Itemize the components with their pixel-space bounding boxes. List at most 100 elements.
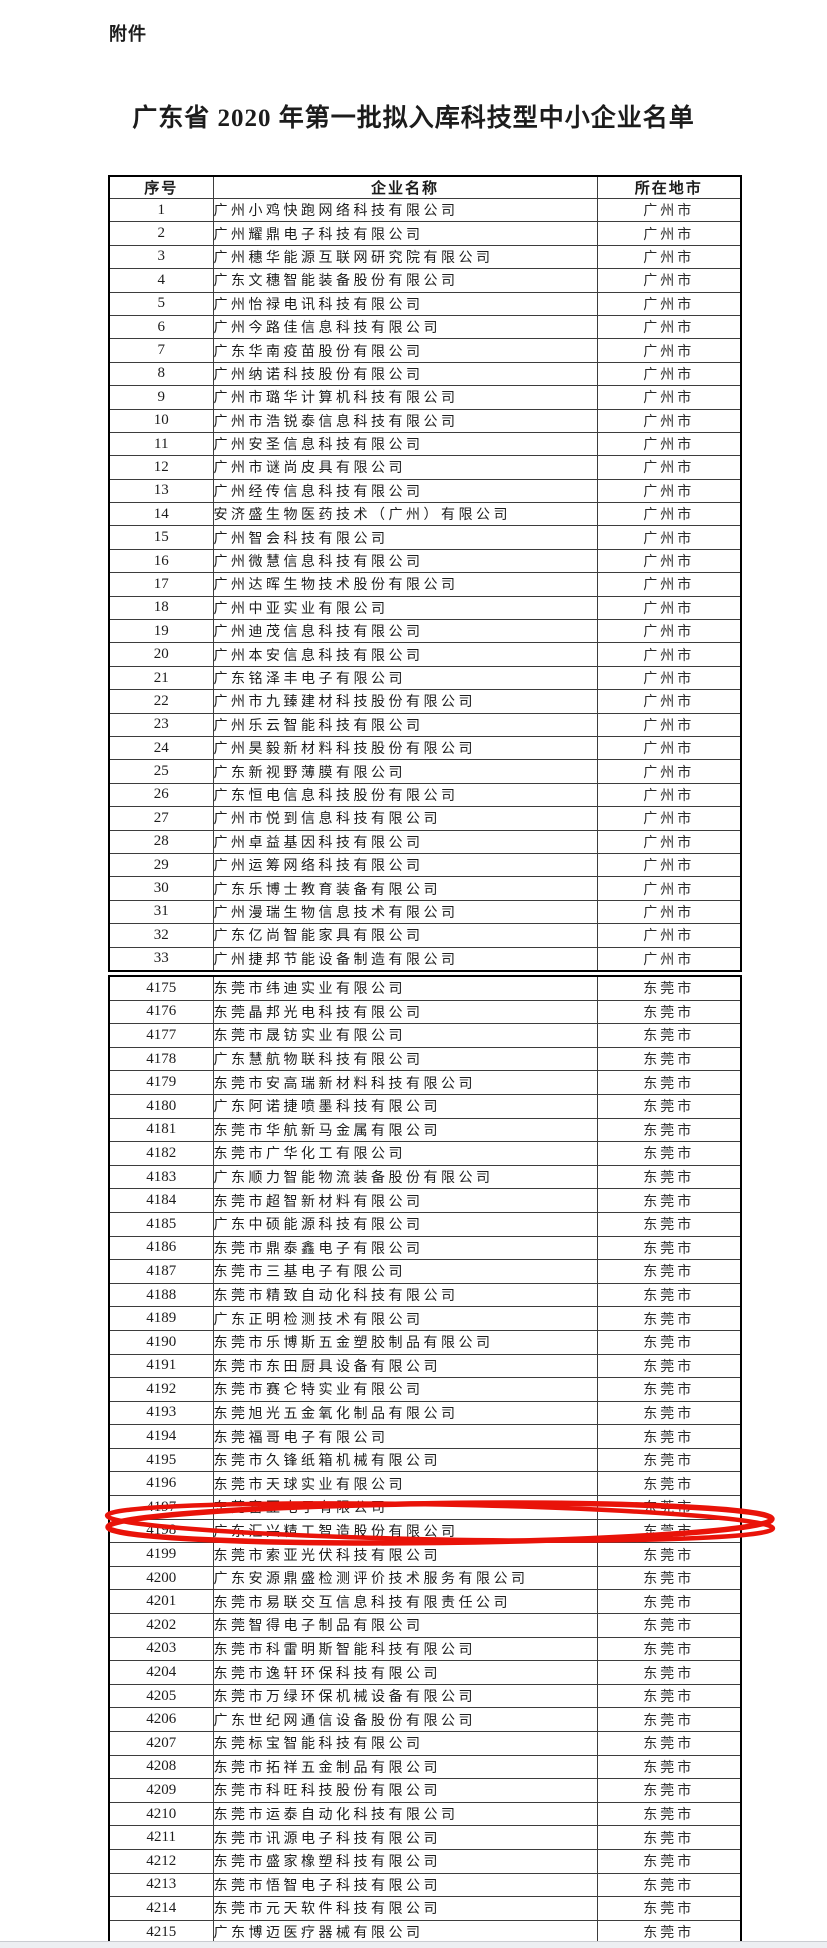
row-company-name: 东莞市逸轩环保科技有限公司 <box>212 1660 598 1685</box>
row-city: 广州市 <box>596 595 742 621</box>
row-city: 东莞市 <box>596 1329 742 1355</box>
row-serial: 4197 <box>108 1495 214 1520</box>
row-serial: 4206 <box>108 1707 214 1732</box>
table-row: 20 广州本安信息科技有限公司 广州市 <box>108 642 742 667</box>
row-company-name: 广州市九臻建材科技股份有限公司 <box>212 689 598 714</box>
row-company-name: 广州市璐华计算机科技有限公司 <box>212 385 598 410</box>
row-company-name: 广州微慧信息科技有限公司 <box>212 548 598 574</box>
table-header-row: 序号 企业名称 所在地市 <box>108 175 742 199</box>
row-city: 东莞市 <box>596 1188 742 1213</box>
row-city: 东莞市 <box>596 1495 742 1520</box>
row-city: 东莞市 <box>596 1636 742 1662</box>
row-serial: 6 <box>108 314 214 340</box>
row-serial: 27 <box>108 806 214 831</box>
row-company-name: 东莞市元天软件科技有限公司 <box>212 1896 598 1921</box>
row-city: 东莞市 <box>596 1211 742 1237</box>
column-header-city: 所在地市 <box>596 175 742 199</box>
table-row: 4178 广东慧航物联科技有限公司 东莞市 <box>108 1046 742 1072</box>
row-serial: 18 <box>108 595 214 621</box>
row-city: 广州市 <box>596 548 742 574</box>
row-city: 东莞市 <box>596 1235 742 1261</box>
table-row: 7 广东华南疫苗股份有限公司 广州市 <box>108 338 742 363</box>
row-serial: 4176 <box>108 999 214 1025</box>
row-company-name: 广州本安信息科技有限公司 <box>212 642 598 667</box>
row-serial: 4178 <box>108 1046 214 1072</box>
table-row: 11 广州安圣信息科技有限公司 广州市 <box>108 431 742 457</box>
table-row: 18 广州中亚实业有限公司 广州市 <box>108 595 742 621</box>
row-company-name: 东莞智得电子制品有限公司 <box>212 1613 598 1638</box>
row-company-name: 广州中亚实业有限公司 <box>212 595 598 621</box>
row-company-name: 广州市悦到信息科技有限公司 <box>212 806 598 831</box>
table-row: 16 广州微慧信息科技有限公司 广州市 <box>108 548 742 574</box>
table-row: 17 广州达晖生物技术股份有限公司 广州市 <box>108 572 742 597</box>
table-row: 4193 东莞旭光五金氧化制品有限公司 东莞市 <box>108 1400 742 1426</box>
row-company-name: 安济盛生物医药技术（广州）有限公司 <box>212 502 598 527</box>
row-serial: 26 <box>108 782 214 808</box>
table-row: 4179 东莞市安高瑞新材料科技有限公司 东莞市 <box>108 1070 742 1095</box>
row-city: 东莞市 <box>596 1093 742 1119</box>
table-row: 4175 东莞市纬迪实业有限公司 东莞市 <box>108 975 742 1001</box>
row-serial: 22 <box>108 689 214 714</box>
row-city: 广州市 <box>596 361 742 387</box>
row-company-name: 广东阿诺捷喷墨科技有限公司 <box>212 1093 598 1119</box>
row-serial: 11 <box>108 431 214 457</box>
row-city: 广州市 <box>596 314 742 340</box>
row-company-name: 广州昊毅新材料科技股份有限公司 <box>212 735 598 761</box>
table-row: 2 广州耀鼎电子科技有限公司 广州市 <box>108 221 742 246</box>
table-row: 4180 广东阿诺捷喷墨科技有限公司 东莞市 <box>108 1093 742 1119</box>
row-company-name: 广东安源鼎盛检测评价技术服务有限公司 <box>212 1565 598 1591</box>
row-serial: 13 <box>108 478 214 504</box>
table-row: 4212 东莞市盛家橡塑科技有限公司 东莞市 <box>108 1848 742 1874</box>
row-serial: 12 <box>108 455 214 480</box>
row-city: 东莞市 <box>596 1046 742 1072</box>
row-serial: 4194 <box>108 1424 214 1449</box>
row-company-name: 东莞市三基电子有限公司 <box>212 1259 598 1284</box>
row-serial: 4179 <box>108 1070 214 1095</box>
row-company-name: 东莞市天球实业有限公司 <box>212 1471 598 1497</box>
table-row: 4 广东文穗智能装备股份有限公司 广州市 <box>108 268 742 293</box>
row-serial: 10 <box>108 408 214 433</box>
row-serial: 4204 <box>108 1660 214 1685</box>
row-city: 广州市 <box>596 759 742 784</box>
row-city: 东莞市 <box>596 1896 742 1921</box>
row-serial: 3 <box>108 244 214 270</box>
row-city: 广州市 <box>596 502 742 527</box>
row-city: 广州市 <box>596 455 742 480</box>
row-serial: 33 <box>108 946 214 972</box>
row-city: 广州市 <box>596 338 742 363</box>
table-row: 4188 东莞市精致自动化科技有限公司 东莞市 <box>108 1282 742 1308</box>
row-serial: 4203 <box>108 1636 214 1662</box>
row-serial: 21 <box>108 665 214 691</box>
row-serial: 4211 <box>108 1825 214 1850</box>
table-row: 12 广州市谜尚皮具有限公司 广州市 <box>108 455 742 480</box>
row-company-name: 东莞市科雷明斯智能科技有限公司 <box>212 1636 598 1662</box>
row-city: 广州市 <box>596 806 742 831</box>
row-company-name: 广州穗华能源互联网研究院有限公司 <box>212 244 598 270</box>
row-serial: 4191 <box>108 1353 214 1379</box>
column-header-serial: 序号 <box>108 175 214 199</box>
row-city: 东莞市 <box>596 1282 742 1308</box>
row-serial: 16 <box>108 548 214 574</box>
row-city: 东莞市 <box>596 1023 742 1048</box>
row-city: 东莞市 <box>596 1542 742 1567</box>
row-company-name: 广州市谜尚皮具有限公司 <box>212 455 598 480</box>
row-company-name: 广州市浩锐泰信息科技有限公司 <box>212 408 598 433</box>
row-company-name: 东莞标宝智能科技有限公司 <box>212 1731 598 1756</box>
table-row: 15 广州智会科技有限公司 广州市 <box>108 525 742 550</box>
row-serial: 2 <box>108 221 214 246</box>
row-company-name: 广东慧航物联科技有限公司 <box>212 1046 598 1072</box>
row-serial: 30 <box>108 876 214 901</box>
row-company-name: 东莞晶邦光电科技有限公司 <box>212 999 598 1025</box>
row-serial: 4177 <box>108 1023 214 1048</box>
row-city: 广州市 <box>596 619 742 644</box>
row-serial: 4214 <box>108 1896 214 1921</box>
table-row: 4191 东莞市东田厨具设备有限公司 东莞市 <box>108 1353 742 1379</box>
row-serial: 4186 <box>108 1235 214 1261</box>
row-city: 东莞市 <box>596 1447 742 1473</box>
company-table-dongguan: 4175 东莞市纬迪实业有限公司 东莞市 4176 东莞晶邦光电科技有限公司 东莞市 417… <box>108 975 742 1946</box>
row-city: 东莞市 <box>596 999 742 1025</box>
row-company-name: 东莞市纬迪实业有限公司 <box>212 975 598 1001</box>
table-row: 14 安济盛生物医药技术（广州）有限公司 广州市 <box>108 502 742 527</box>
row-company-name: 广州运筹网络科技有限公司 <box>212 852 598 878</box>
row-company-name: 广州经传信息科技有限公司 <box>212 478 598 504</box>
